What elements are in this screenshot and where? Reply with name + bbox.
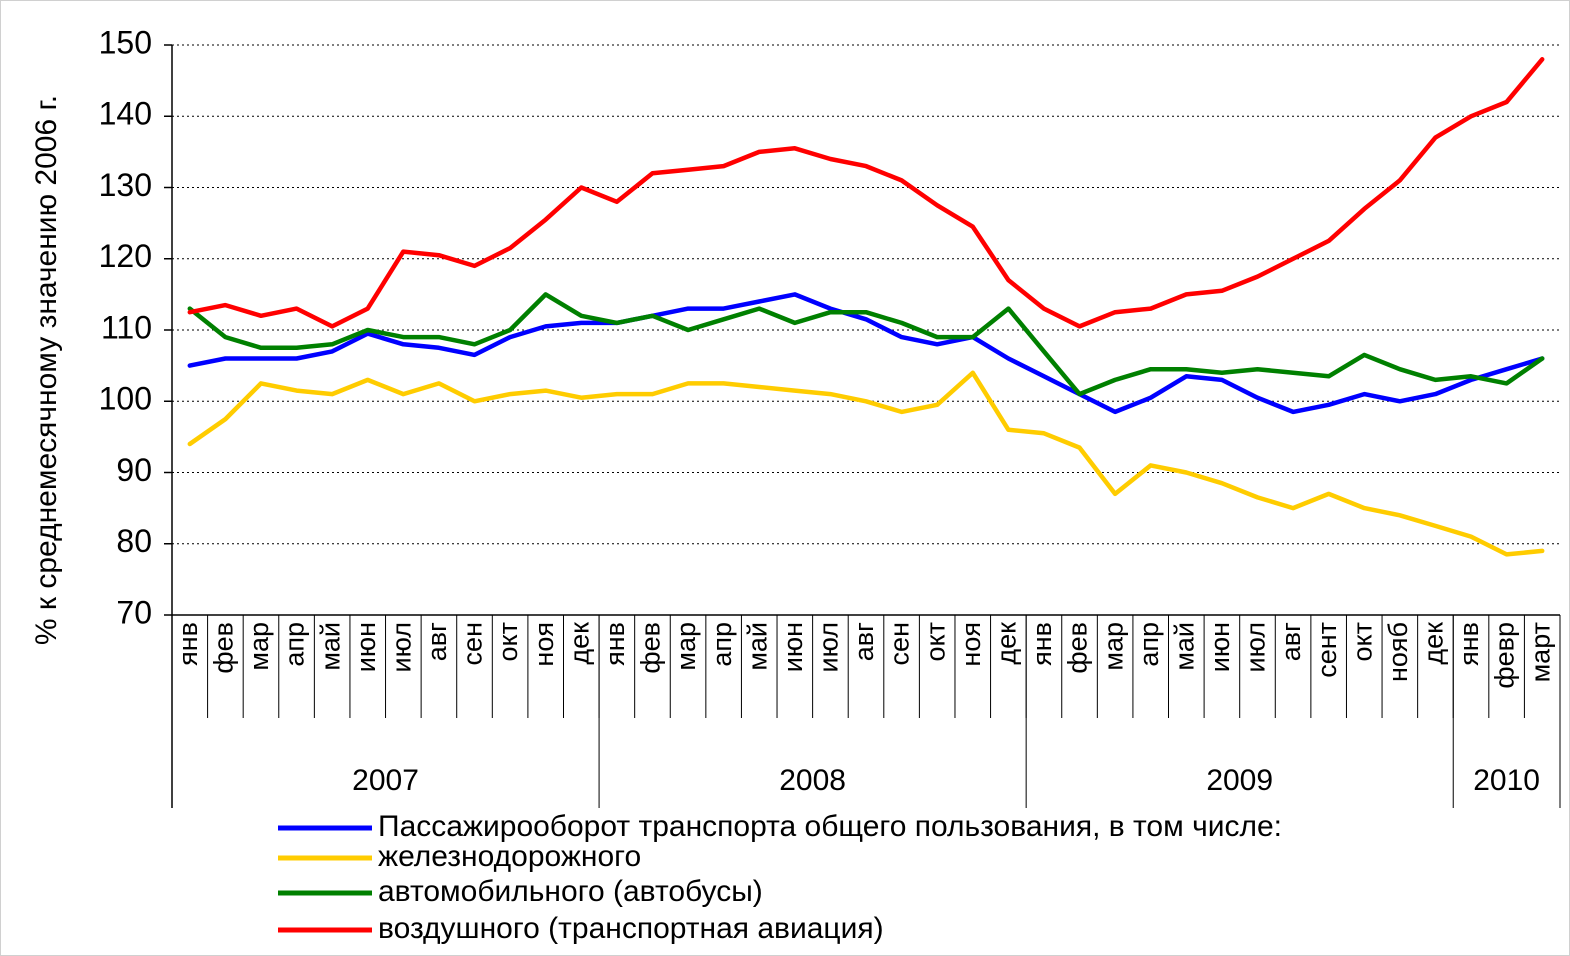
x-tick-label: март [1525, 622, 1555, 682]
x-tick-label: янв [173, 622, 203, 666]
x-tick-label: авг [1276, 622, 1306, 661]
x-tick-label: май [742, 622, 772, 671]
x-tick-label: февр [1490, 622, 1520, 689]
x-tick-label: июн [778, 622, 808, 672]
x-tick-label: окт [920, 622, 950, 662]
series-line [187, 292, 1545, 397]
x-tick-label: дек [1419, 622, 1449, 665]
y-tick-label: 80 [116, 523, 152, 559]
x-tick-label: янв [1454, 622, 1484, 666]
y-tick-label: 130 [99, 167, 152, 203]
x-tick-label: июл [1241, 622, 1271, 673]
x-tick-label: нояб [1383, 622, 1413, 682]
x-tick-label: фев [1063, 622, 1093, 674]
series-line [187, 370, 1545, 557]
year-label: 2010 [1473, 764, 1540, 797]
x-tick-label: ноя [529, 622, 559, 667]
x-tick-label: июл [814, 622, 844, 673]
year-label: 2008 [779, 764, 846, 797]
year-label: 2009 [1206, 764, 1273, 797]
x-tick-label: авг [422, 622, 452, 661]
x-tick-label: дек [991, 622, 1021, 665]
x-tick-label: сен [885, 622, 915, 665]
legend-label: воздушного (транспортная авиация) [378, 912, 884, 945]
x-tick-label: апр [280, 622, 310, 667]
x-tick-label: июн [351, 622, 381, 672]
legend-label: автомобильного (автобусы) [378, 875, 763, 908]
x-tick-label: дек [564, 622, 594, 665]
x-tick-label: янв [600, 622, 630, 666]
x-tick-label: мар [1098, 622, 1128, 671]
y-tick-label: 140 [99, 96, 152, 132]
x-tick-label: фев [209, 622, 239, 674]
y-tick-label: 120 [99, 238, 152, 274]
x-tick-label: мар [671, 622, 701, 671]
x-tick-label: апр [1134, 622, 1164, 667]
x-tick-label: июл [386, 622, 416, 673]
x-tick-label: май [315, 622, 345, 671]
year-label: 2007 [352, 764, 419, 797]
x-tick-label: окт [1347, 622, 1377, 662]
x-tick-label: апр [707, 622, 737, 667]
x-tick-label: авг [849, 622, 879, 661]
series-line [187, 57, 1545, 329]
y-tick-label: 90 [116, 452, 152, 488]
x-tick-label: май [1169, 622, 1199, 671]
y-tick-label: 100 [99, 381, 152, 417]
x-tick-label: сен [458, 622, 488, 665]
legend-label: Пассажирооборот транспорта общего пользо… [378, 810, 1282, 843]
y-tick-label: 150 [99, 24, 152, 60]
legend-label: железнодорожного [378, 840, 641, 873]
x-tick-label: фев [636, 622, 666, 674]
y-tick-label: 70 [116, 594, 152, 630]
y-axis-title: % к среднемесячному значению 2006 г. [30, 95, 63, 645]
x-tick-label: янв [1027, 622, 1057, 666]
x-tick-label: окт [493, 622, 523, 662]
x-tick-label: мар [244, 622, 274, 671]
y-tick-label: 110 [101, 309, 152, 345]
series-line [187, 292, 1545, 415]
x-tick-label: сент [1312, 622, 1342, 678]
x-tick-label: июн [1205, 622, 1235, 672]
x-tick-label: ноя [956, 622, 986, 667]
